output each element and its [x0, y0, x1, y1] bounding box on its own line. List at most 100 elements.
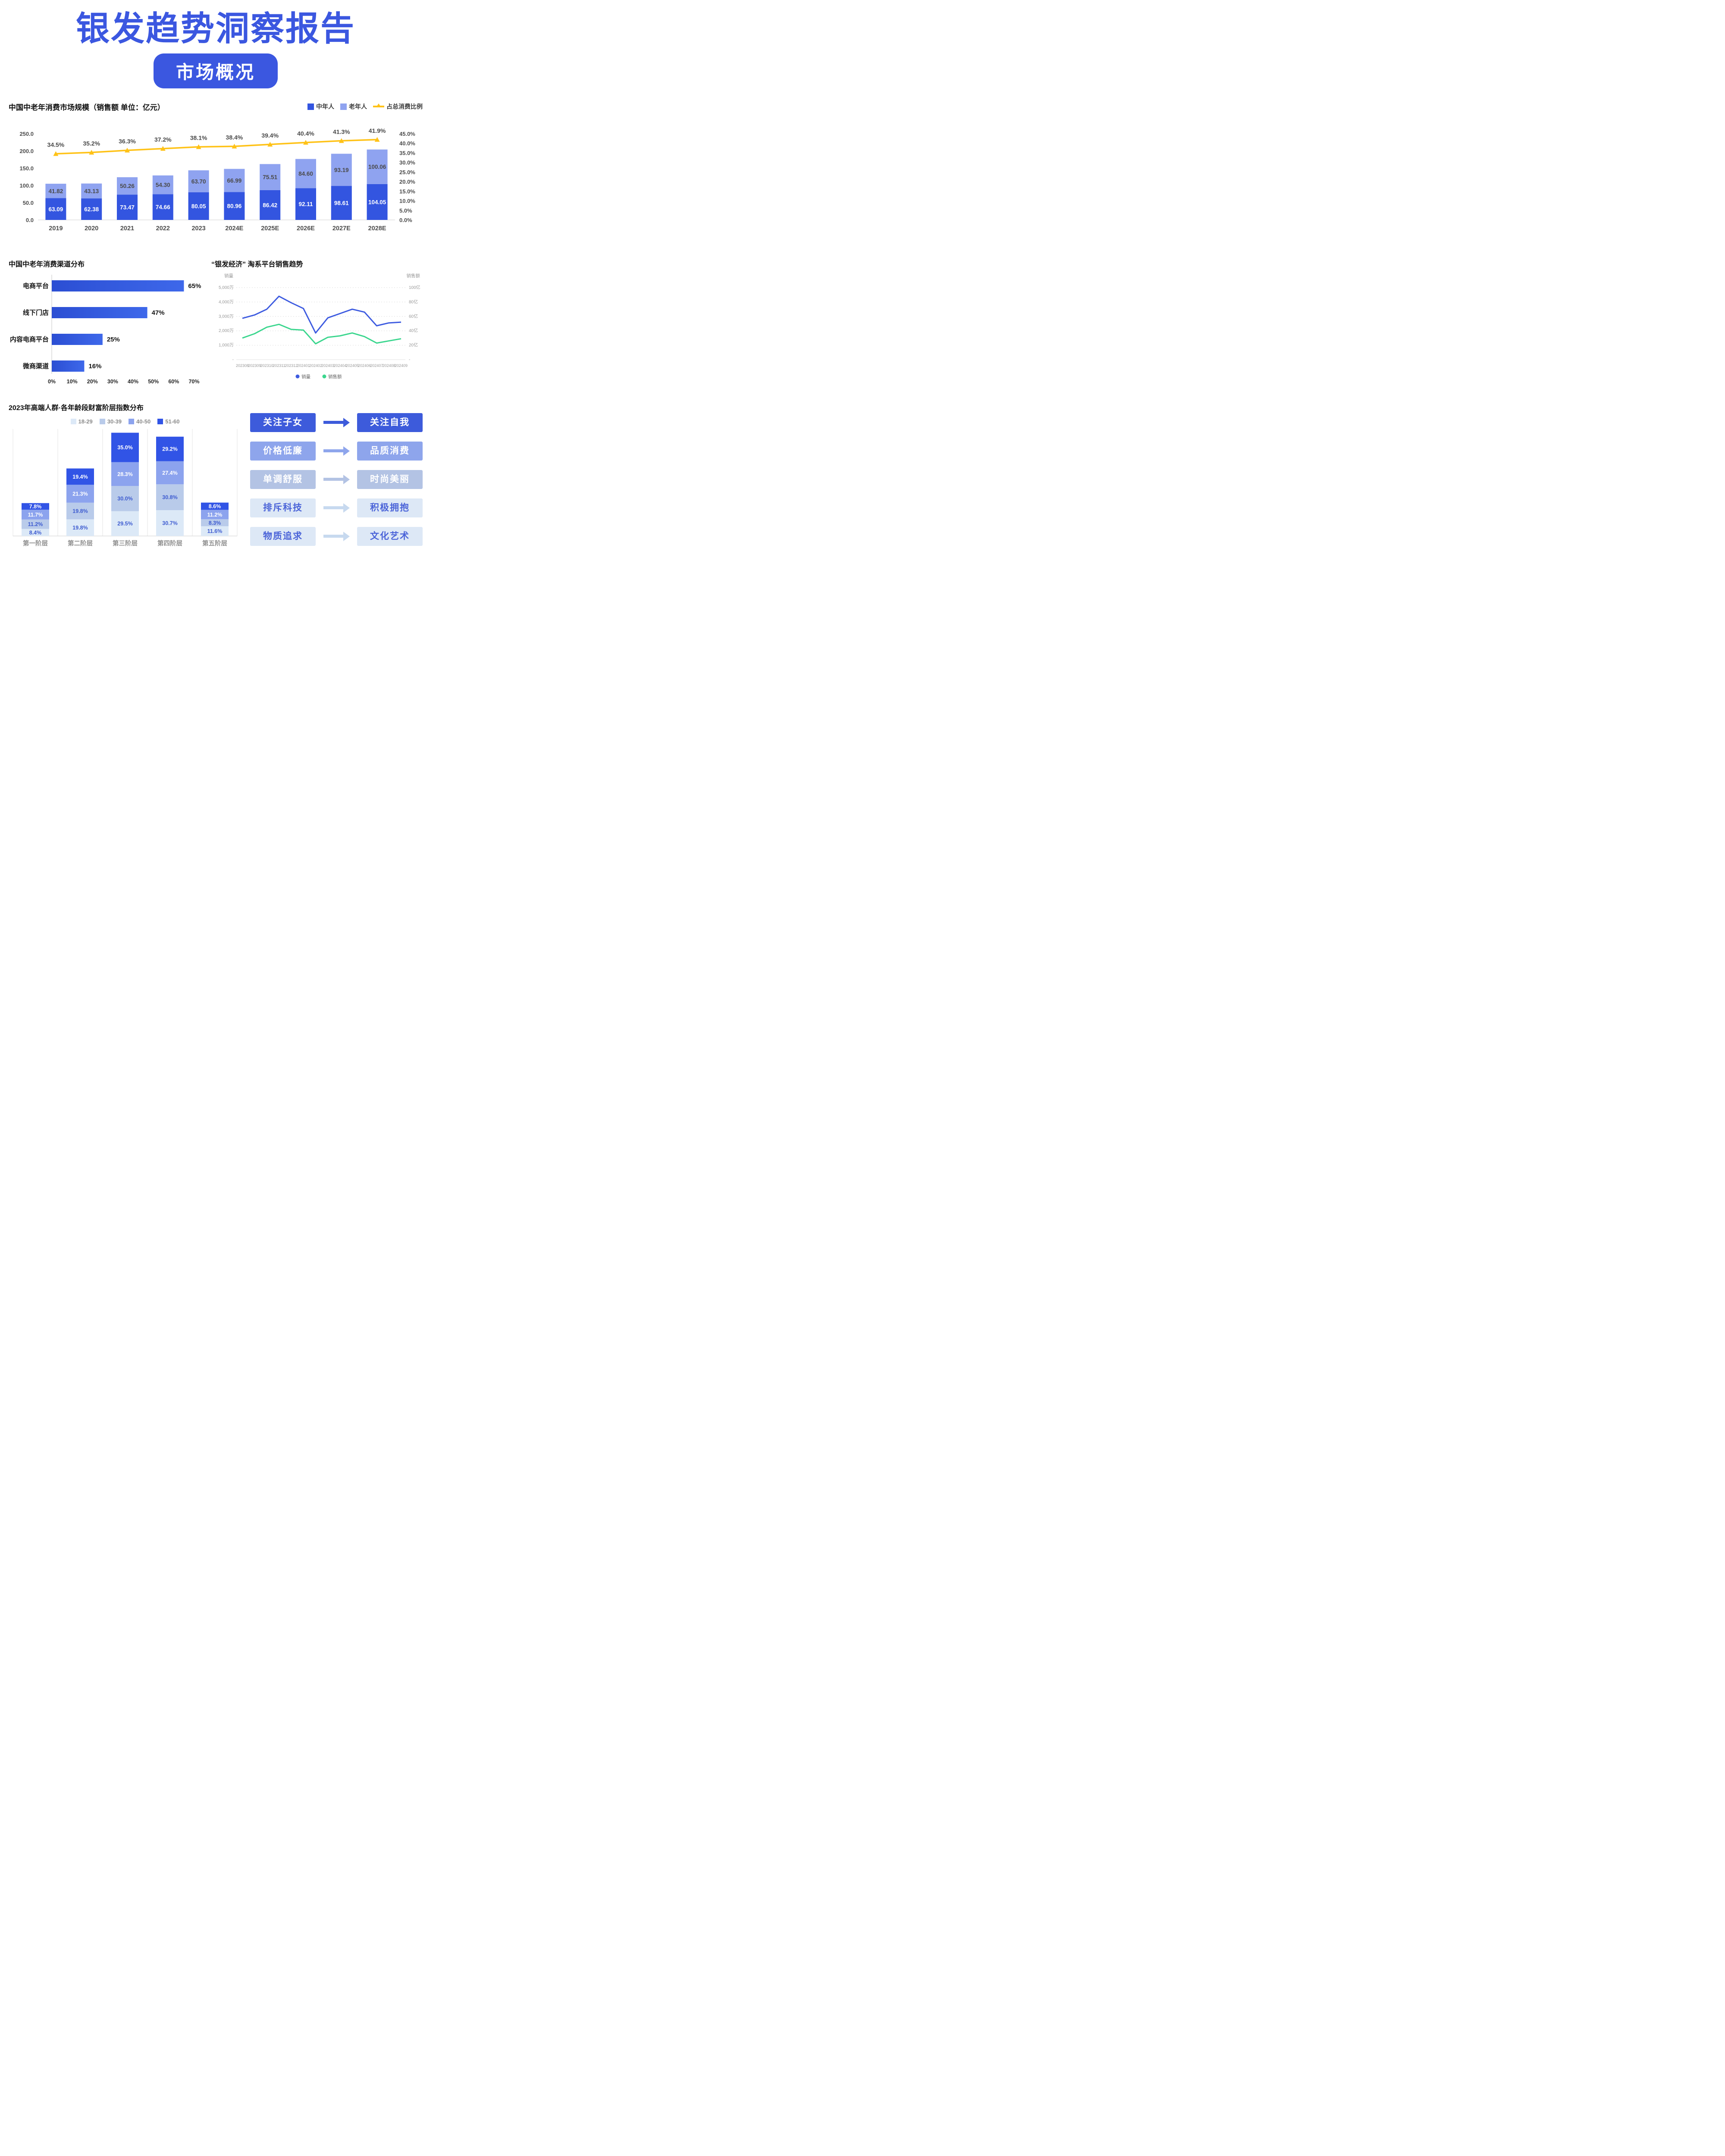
- svg-text:第二阶层: 第二阶层: [68, 539, 93, 547]
- svg-text:37.2%: 37.2%: [154, 136, 172, 143]
- svg-text:65%: 65%: [188, 282, 201, 290]
- svg-text:66.99: 66.99: [227, 177, 242, 184]
- svg-text:11.2%: 11.2%: [28, 521, 43, 527]
- svg-text:50.0: 50.0: [23, 200, 34, 206]
- svg-text:19.4%: 19.4%: [72, 474, 88, 480]
- svg-text:7.8%: 7.8%: [29, 504, 42, 510]
- svg-text:41.3%: 41.3%: [333, 128, 350, 135]
- svg-text:19.8%: 19.8%: [72, 508, 88, 514]
- arrow-right-icon: [316, 503, 357, 513]
- svg-text:11.2%: 11.2%: [207, 512, 223, 518]
- svg-text:38.1%: 38.1%: [190, 135, 207, 141]
- svg-text:16%: 16%: [88, 363, 101, 370]
- svg-text:80.05: 80.05: [191, 203, 206, 210]
- svg-text:2024E: 2024E: [225, 225, 243, 232]
- svg-text:38.4%: 38.4%: [226, 134, 243, 141]
- swatch-51-60: [157, 418, 163, 424]
- svg-text:5,000万: 5,000万: [219, 285, 234, 290]
- market-chart-title: 中国中老年消费市场规模（销售额 单位：亿元）: [9, 103, 165, 112]
- svg-text:10.0%: 10.0%: [399, 197, 415, 204]
- svg-text:202404: 202404: [333, 364, 346, 368]
- svg-text:第一阶层: 第一阶层: [23, 539, 48, 547]
- legend-label: 18-29: [78, 418, 93, 425]
- arrow-right-icon: [316, 417, 357, 427]
- svg-text:100亿: 100亿: [409, 285, 420, 290]
- svg-text:60%: 60%: [168, 379, 179, 385]
- swatch-30-39: [99, 418, 105, 424]
- arrow-right-icon: [316, 474, 357, 484]
- svg-text:第四阶层: 第四阶层: [157, 539, 182, 547]
- svg-text:30%: 30%: [107, 379, 118, 385]
- svg-text:63.70: 63.70: [191, 178, 206, 185]
- svg-text:202402: 202402: [309, 364, 322, 368]
- wealth-chart-legend: 18-29 30-39 40-50 51-60: [9, 418, 242, 425]
- legend-label: 中年人: [316, 103, 334, 110]
- legend-label: 51-60: [165, 418, 180, 425]
- section-badge: 市场概况: [153, 53, 278, 88]
- svg-text:10%: 10%: [67, 379, 78, 385]
- svg-text:25%: 25%: [107, 336, 120, 343]
- svg-text:40亿: 40亿: [409, 328, 418, 333]
- report-header: 银发趋势洞察报告 市场概况: [0, 11, 431, 88]
- svg-text:202409: 202409: [395, 364, 408, 368]
- svg-text:47%: 47%: [152, 309, 165, 317]
- svg-text:15.0%: 15.0%: [399, 188, 415, 194]
- channel-chart-title: 中国中老年消费渠道分布: [9, 260, 85, 268]
- svg-text:销量: 销量: [301, 374, 310, 379]
- ratio-line-swatch: [373, 103, 384, 108]
- from-box: 关注子女: [250, 413, 316, 432]
- svg-text:202407: 202407: [370, 364, 383, 368]
- svg-text:2019: 2019: [49, 225, 63, 232]
- from-box: 物质追求: [250, 526, 316, 546]
- svg-text:35.2%: 35.2%: [83, 140, 100, 147]
- svg-text:线下门店: 线下门店: [23, 309, 49, 317]
- svg-text:35.0%: 35.0%: [117, 445, 132, 451]
- legend-item-51-60: 51-60: [157, 418, 180, 425]
- to-box: 品质消费: [357, 441, 423, 461]
- svg-text:41.9%: 41.9%: [369, 127, 386, 134]
- svg-text:63.09: 63.09: [49, 206, 63, 213]
- svg-text:50%: 50%: [148, 379, 159, 385]
- svg-text:202308: 202308: [236, 364, 249, 368]
- market-chart-legend: 中年人 老年人 占总消费比例: [307, 102, 423, 111]
- to-box: 文化艺术: [357, 526, 423, 546]
- svg-text:202408: 202408: [383, 364, 395, 368]
- report-page: 银发趋势洞察报告 市场概况 中国中老年消费市场规模（销售额 单位：亿元） 中年人…: [0, 0, 431, 575]
- svg-text:8.6%: 8.6%: [209, 503, 221, 509]
- svg-text:250.0: 250.0: [19, 131, 34, 137]
- svg-text:29.5%: 29.5%: [117, 521, 132, 527]
- svg-text:11.7%: 11.7%: [28, 512, 43, 518]
- svg-text:40%: 40%: [128, 379, 138, 385]
- svg-text:0.0%: 0.0%: [399, 217, 412, 223]
- to-box: 关注自我: [357, 413, 423, 432]
- svg-text:35.0%: 35.0%: [399, 150, 415, 156]
- svg-text:销售额: 销售额: [328, 374, 342, 379]
- svg-text:第三阶层: 第三阶层: [113, 539, 138, 547]
- svg-text:21.3%: 21.3%: [72, 491, 88, 497]
- svg-text:39.4%: 39.4%: [261, 132, 279, 139]
- svg-text:19.8%: 19.8%: [72, 525, 88, 531]
- svg-text:11.6%: 11.6%: [207, 528, 223, 534]
- svg-text:内容电商平台: 内容电商平台: [10, 335, 49, 343]
- svg-text:3,000万: 3,000万: [219, 314, 234, 319]
- svg-text:84.60: 84.60: [298, 170, 313, 177]
- svg-text:70%: 70%: [188, 379, 199, 385]
- svg-text:28.3%: 28.3%: [117, 471, 132, 477]
- arrow-right-icon: [316, 531, 357, 541]
- page-title: 银发趋势洞察报告: [75, 9, 355, 47]
- svg-text:30.7%: 30.7%: [162, 520, 177, 526]
- svg-text:2026E: 2026E: [297, 225, 315, 232]
- svg-text:30.0%: 30.0%: [399, 160, 415, 166]
- svg-text:20%: 20%: [87, 379, 98, 385]
- svg-text:5.0%: 5.0%: [399, 207, 412, 214]
- svg-text:100.0: 100.0: [19, 182, 34, 189]
- middle-aged-swatch: [307, 103, 314, 110]
- svg-text:202312: 202312: [285, 364, 298, 368]
- taobao-trend-line-chart: 销量 销售额 5,000万 100亿 4,000万 80亿 3,000万 60亿 2,000万 4…: [211, 270, 423, 385]
- market-size-combo-chart: 250.0 200.0 150.0 100.0 50.0 0.0 45.0% 40.0% 35.…: [9, 112, 423, 244]
- to-box: 时尚美丽: [357, 470, 423, 489]
- svg-text:62.38: 62.38: [84, 206, 99, 213]
- legend-label: 老年人: [349, 103, 367, 110]
- svg-text:43.13: 43.13: [84, 188, 99, 194]
- svg-text:80.96: 80.96: [227, 203, 242, 210]
